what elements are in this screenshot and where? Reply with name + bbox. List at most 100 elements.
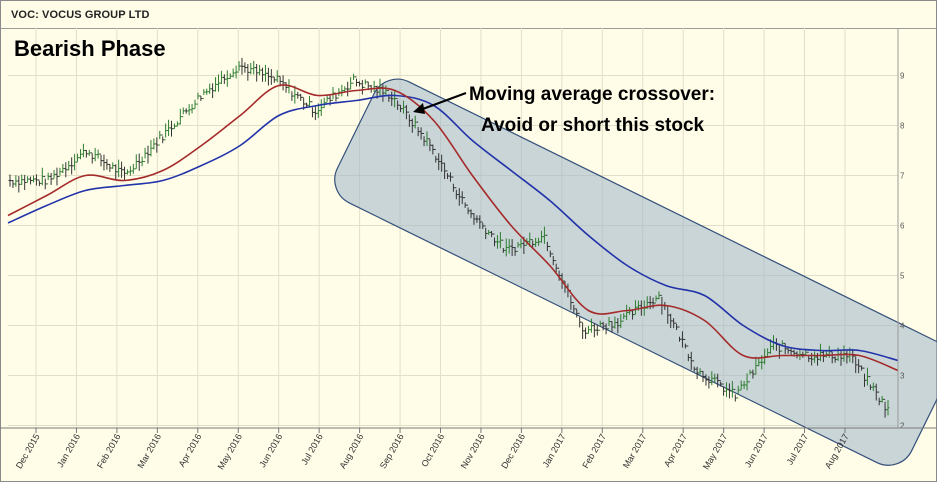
price-bar [399, 104, 403, 113]
price-bar [821, 350, 825, 363]
price-bar [422, 132, 426, 147]
price-bar [481, 221, 485, 229]
price-bar [263, 64, 267, 82]
price-bar [498, 232, 502, 249]
price-bar [739, 380, 743, 391]
price-bar [830, 351, 834, 364]
price-bar [272, 76, 276, 83]
price-bar [719, 380, 723, 387]
price-bar [93, 147, 97, 162]
bearish-channel-box [334, 78, 937, 466]
price-bar [716, 373, 720, 388]
price-bar [871, 382, 875, 392]
price-bar [457, 188, 461, 206]
price-bar [575, 308, 579, 318]
price-bar [349, 77, 353, 90]
price-bar [219, 70, 223, 85]
x-tick-label: Oct 2016 [419, 432, 446, 469]
x-tick-label: Jul 2016 [299, 432, 325, 466]
price-bar [874, 383, 878, 401]
price-bar [228, 73, 232, 80]
price-bar [551, 253, 555, 266]
price-bar [37, 179, 41, 187]
price-bar [413, 115, 417, 129]
price-bar [331, 86, 335, 101]
price-bar [548, 246, 552, 258]
price-bar [631, 309, 635, 320]
price-bar [604, 323, 608, 335]
price-bar [143, 147, 147, 162]
price-bar [472, 213, 476, 225]
price-bar [70, 157, 74, 175]
price-bar [440, 154, 444, 172]
price-bar [64, 162, 68, 178]
price-bar [46, 172, 50, 185]
price-bar [789, 347, 793, 356]
price-bar [58, 167, 62, 178]
price-bar [164, 123, 168, 141]
price-bar [672, 318, 676, 329]
price-bar [96, 149, 100, 159]
price-bar [181, 107, 185, 118]
price-bar [90, 152, 94, 164]
price-bar [410, 118, 414, 133]
x-tick-label: Jun 2016 [257, 432, 284, 469]
price-bar [167, 119, 171, 137]
price-bar [463, 197, 467, 208]
price-bar [607, 317, 611, 330]
price-bar [842, 345, 846, 362]
x-tick-label: Aug 2016 [337, 432, 365, 470]
price-bar [865, 367, 869, 386]
price-bar [537, 237, 541, 246]
price-bar [669, 313, 673, 329]
price-bar [360, 80, 364, 95]
y-tick-label: 5 [900, 272, 905, 281]
price-bar [516, 242, 520, 252]
price-bar [854, 355, 858, 374]
y-tick-label: 6 [900, 222, 905, 231]
price-bar [140, 156, 144, 167]
price-bar [73, 153, 77, 171]
price-bar [448, 172, 452, 182]
price-bar [704, 374, 708, 386]
price-bar [678, 326, 682, 342]
price-bar [131, 163, 135, 174]
price-bar [633, 300, 637, 316]
price-bar [883, 398, 887, 418]
price-bar [255, 64, 259, 82]
price-bar [401, 100, 405, 114]
crossover-arrow [413, 92, 467, 114]
price-bar [111, 162, 115, 169]
price-bar [34, 174, 38, 186]
price-bar [87, 149, 91, 156]
price-bar [554, 260, 558, 273]
price-bar [313, 106, 317, 121]
price-bar [601, 321, 605, 331]
price-bar [845, 350, 849, 364]
price-bar [542, 226, 546, 244]
price-bar [310, 101, 314, 118]
price-bar [625, 304, 629, 321]
price-bar [76, 153, 80, 163]
price-bar [581, 321, 585, 339]
price-bar [730, 381, 734, 398]
price-bar [860, 365, 864, 371]
price-bar [196, 92, 200, 105]
price-bar [428, 138, 432, 152]
price-bar [384, 85, 388, 96]
price-bar [319, 99, 323, 117]
price-bar [557, 267, 561, 281]
price-bar [266, 67, 270, 86]
price-bar [108, 163, 112, 172]
price-bar [281, 75, 285, 91]
price-bar [205, 88, 209, 95]
price-bar [352, 73, 356, 84]
price-bar [689, 351, 693, 370]
price-bar [40, 167, 44, 186]
price-bar [701, 370, 705, 383]
price-bar [155, 137, 159, 153]
price-bar [751, 369, 755, 379]
price-bar [11, 179, 15, 188]
price-bar [613, 316, 617, 329]
